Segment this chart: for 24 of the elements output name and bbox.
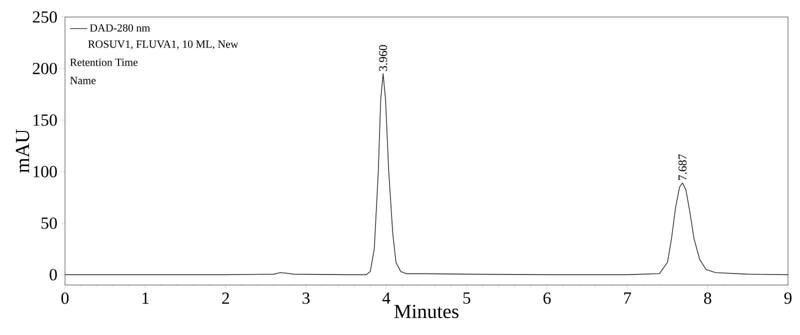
annotation: 7.687 (678, 154, 687, 180)
x-tick-label: 1 (142, 292, 149, 304)
x-tick-label: 8 (704, 292, 712, 304)
x-tick-label: 5 (463, 292, 470, 304)
x-axis-title: Minutes (394, 304, 458, 318)
y-tick-label: 150 (34, 114, 57, 126)
x-tick-label: 4 (382, 292, 390, 304)
x-tick-label: 6 (544, 292, 551, 304)
annotation: ROSUV1, FLUVA1, 10 ML, New (88, 40, 238, 50)
x-tick-label: 2 (222, 292, 229, 304)
annotation: 3.960 (379, 45, 388, 71)
y-tick-label: 200 (32, 62, 57, 74)
x-tick-label: 9 (784, 292, 792, 304)
x-tick-label: 0 (61, 292, 69, 304)
legend-label: DAD-280 nm (90, 24, 150, 32)
y-axis-title: mAU (16, 129, 30, 173)
annotation: Retention Time (70, 58, 138, 66)
y-tick-label: 0 (50, 268, 57, 280)
y-tick-label: 250 (32, 11, 57, 23)
annotation: Name (70, 76, 96, 84)
y-tick-label: 50 (42, 217, 57, 229)
x-tick-label: 7 (624, 292, 632, 304)
x-tick-label: 3 (302, 292, 310, 304)
y-tick-label: 100 (34, 166, 57, 178)
